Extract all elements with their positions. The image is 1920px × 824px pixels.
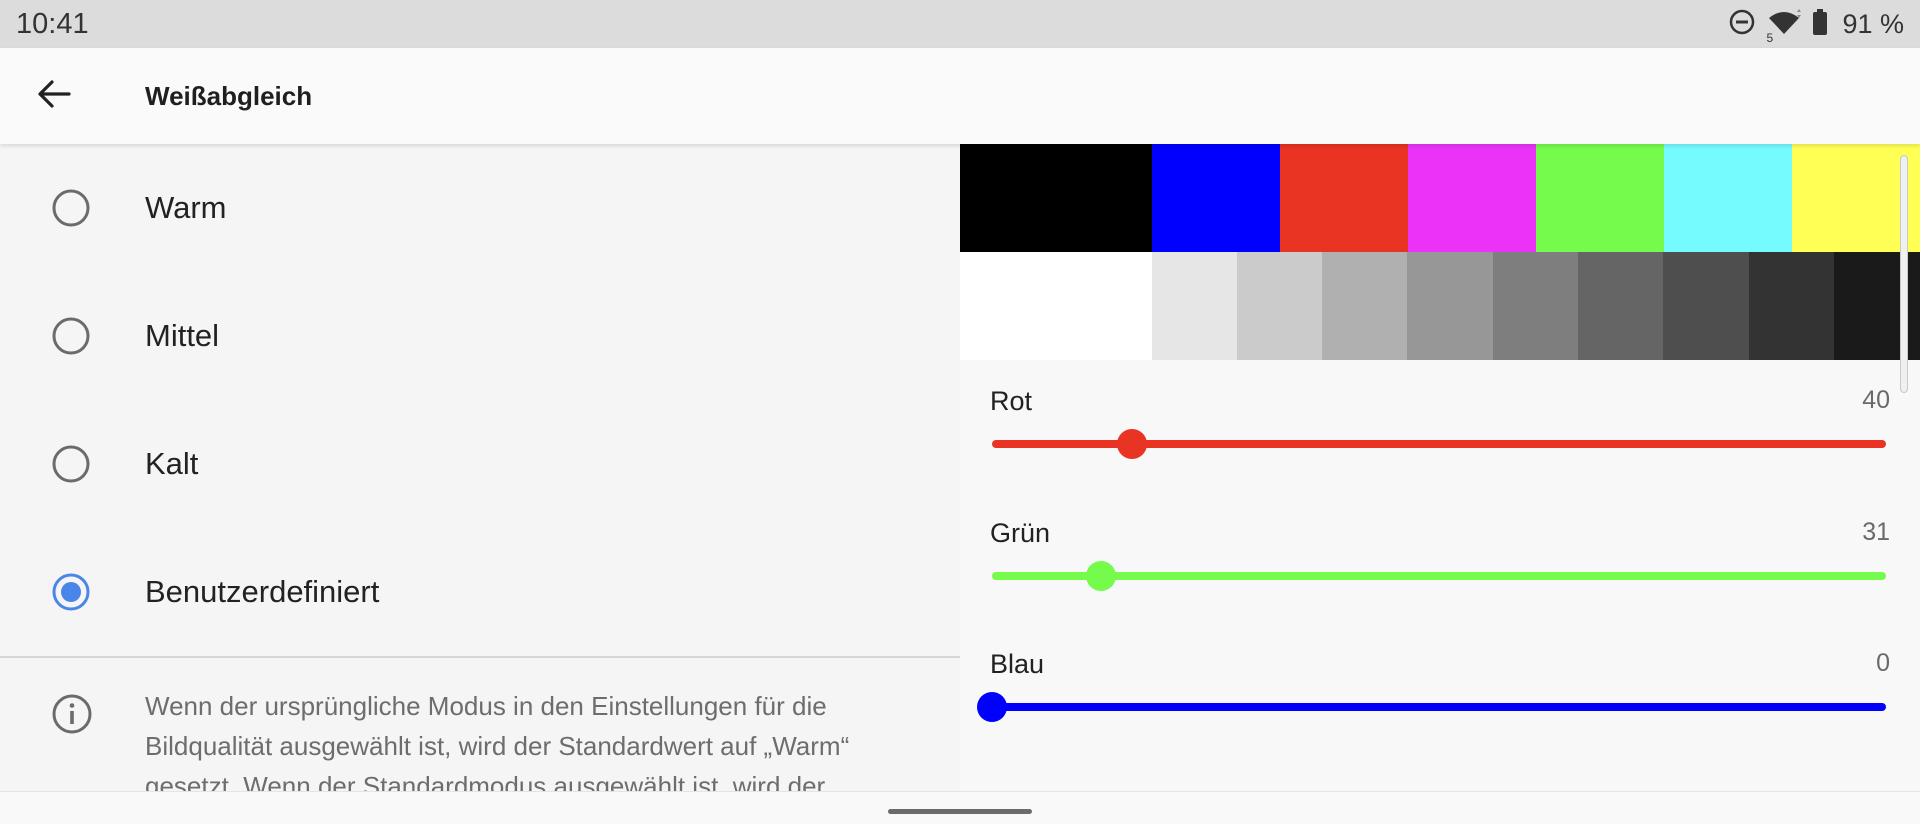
slider-value: 0 <box>1876 649 1890 677</box>
battery-percentage: 91 % <box>1842 8 1904 39</box>
gray-swatch-row <box>960 252 1920 360</box>
white-balance-options: Warm Mittel Kalt Benutzerdefiniert Wenn … <box>0 144 960 791</box>
color-swatch <box>1792 144 1920 252</box>
info-icon <box>50 692 94 736</box>
option-label: Warm <box>145 190 227 225</box>
slider-label: Blau <box>990 649 1045 679</box>
color-swatch <box>1664 144 1792 252</box>
gray-swatch <box>1663 252 1749 360</box>
status-time: 10:41 <box>16 7 89 40</box>
radio-unchecked-icon[interactable] <box>52 317 90 355</box>
slider-track[interactable] <box>992 572 1886 580</box>
gray-swatch <box>1749 252 1834 360</box>
info-description: Wenn der ursprüngliche Modus in den Eins… <box>145 691 850 791</box>
slider-green: Grün 31 <box>960 518 1920 638</box>
option-cold[interactable]: Kalt <box>0 400 960 528</box>
slider-blue: Blau 0 <box>960 649 1920 769</box>
radio-checked-icon[interactable] <box>52 573 90 611</box>
gray-swatch <box>1407 252 1493 360</box>
gray-swatch <box>1237 252 1322 360</box>
color-swatch <box>1536 144 1664 252</box>
slider-thumb[interactable] <box>1085 561 1116 591</box>
wifi-icon: 5 <box>1766 8 1802 45</box>
battery-icon <box>1812 8 1828 40</box>
divider <box>0 656 960 658</box>
status-icons: 5 91 % <box>1728 8 1904 45</box>
radio-unchecked-icon[interactable] <box>52 445 90 483</box>
status-bar: 10:41 5 91 % <box>0 0 1920 48</box>
color-swatch <box>1152 144 1280 252</box>
app-bar: Weißabgleich <box>0 48 1920 144</box>
panel-scrollbar[interactable] <box>1900 155 1908 393</box>
slider-red: Rot 40 <box>960 386 1920 506</box>
slider-track[interactable] <box>992 440 1886 448</box>
gray-swatch <box>1322 252 1407 360</box>
gesture-handle[interactable] <box>888 809 1032 814</box>
option-label: Mittel <box>145 318 220 353</box>
navigation-bar <box>0 791 1920 824</box>
color-swatch <box>1408 144 1536 252</box>
color-swatch <box>1280 144 1408 252</box>
slider-value: 31 <box>1862 518 1890 546</box>
option-label: Kalt <box>145 446 199 481</box>
gray-swatch <box>1578 252 1663 360</box>
back-button[interactable] <box>30 72 78 120</box>
arrow-back-icon <box>35 75 73 118</box>
slider-label: Grün <box>990 518 1051 548</box>
custom-balance-panel: Rot 40 Grün 31 Blau 0 <box>960 144 1920 791</box>
do-not-disturb-icon <box>1728 8 1756 41</box>
wifi-badge: 5 <box>1766 30 1774 45</box>
option-medium[interactable]: Mittel <box>0 272 960 400</box>
slider-thumb[interactable] <box>977 692 1007 722</box>
gray-swatch <box>960 252 1152 360</box>
color-swatch <box>960 144 1152 252</box>
gray-swatch <box>1493 252 1578 360</box>
gray-swatch <box>1152 252 1237 360</box>
color-swatch-row <box>960 144 1920 252</box>
slider-track[interactable] <box>992 703 1886 711</box>
option-custom[interactable]: Benutzerdefiniert <box>0 528 960 656</box>
slider-value: 40 <box>1862 386 1890 414</box>
option-label: Benutzerdefiniert <box>145 574 380 609</box>
option-warm[interactable]: Warm <box>0 144 960 272</box>
page-title: Weißabgleich <box>145 81 313 111</box>
slider-thumb[interactable] <box>1117 429 1148 459</box>
slider-label: Rot <box>990 386 1033 416</box>
radio-unchecked-icon[interactable] <box>52 189 90 227</box>
